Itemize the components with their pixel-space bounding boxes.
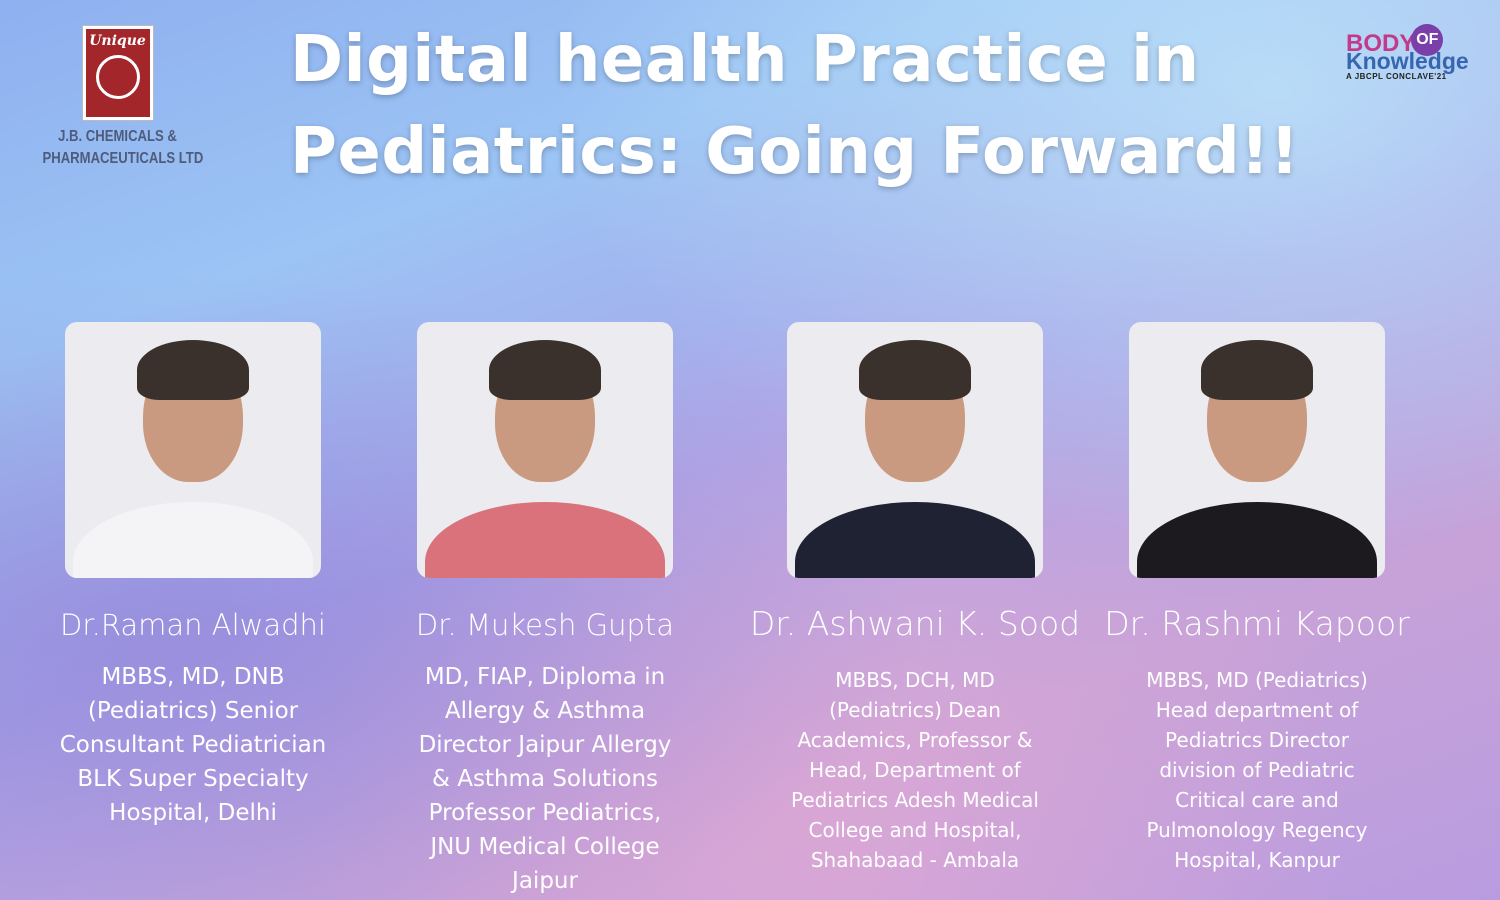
body-of-knowledge-logo: BODYOF Knowledge A JBCPL CONCLAVE'21 bbox=[1346, 23, 1476, 81]
speaker-name: Dr.Raman Alwadhi bbox=[60, 608, 326, 642]
logo-knowledge: Knowledge bbox=[1346, 48, 1469, 74]
speaker-photo bbox=[787, 322, 1043, 578]
title-line2: Pediatrics: Going Forward!! bbox=[290, 115, 1300, 189]
credential-line: Pulmonology Regency bbox=[1146, 818, 1368, 842]
speaker-credentials: MBBS, DCH, MD (Pediatrics) Dean Academics,… bbox=[715, 665, 1115, 875]
credential-line: MD, FIAP, Diploma in bbox=[424, 664, 666, 690]
credential-line: Head, Department of bbox=[809, 758, 1021, 782]
credential-line: Academics, Professor & bbox=[797, 728, 1033, 752]
speaker-credentials: MD, FIAP, Diploma in Allergy & Asthma Dire… bbox=[345, 660, 745, 898]
speaker-card: Dr. Mukesh Gupta MD, FIAP, Diploma in Alle… bbox=[345, 322, 745, 898]
company-name-line2: PHARMACEUTICALS LTD bbox=[42, 150, 204, 167]
credential-line: & Asthma Solutions bbox=[431, 766, 659, 792]
speaker-card: Dr.Raman Alwadhi MBBS, MD, DNB (Pediatrics… bbox=[0, 322, 393, 830]
credential-line: Head department of bbox=[1155, 698, 1359, 722]
speaker-card: Dr. Rashmi Kapoor MBBS, MD (Pediatrics) He… bbox=[1057, 322, 1457, 875]
credential-line: (Pediatrics) Dean bbox=[829, 698, 1001, 722]
credential-line: Critical care and bbox=[1175, 788, 1339, 812]
credential-line: Shahabaad - Ambala bbox=[810, 848, 1020, 872]
company-name-line1: J.B. CHEMICALS & bbox=[58, 128, 177, 145]
credential-line: Pediatrics Director bbox=[1165, 728, 1349, 752]
speaker-photo bbox=[65, 322, 321, 578]
unique-badge: Unique bbox=[81, 25, 154, 121]
credential-line: College and Hospital, bbox=[808, 818, 1022, 842]
credential-line: MBBS, MD (Pediatrics) bbox=[1146, 668, 1368, 692]
credential-line: Consultant Pediatrician bbox=[59, 732, 327, 758]
credential-line: division of Pediatric bbox=[1159, 758, 1355, 782]
credential-line: JNU Medical College bbox=[430, 834, 660, 860]
credential-line: Director Jaipur Allergy bbox=[418, 732, 672, 758]
speaker-credentials: MBBS, MD (Pediatrics) Head department of P… bbox=[1057, 665, 1457, 875]
logo-conclave: A JBCPL CONCLAVE'21 bbox=[1346, 72, 1447, 81]
speaker-card: Dr. Ashwani K. Sood MBBS, DCH, MD (Pediatr… bbox=[715, 322, 1115, 875]
credential-line: Professor Pediatrics, bbox=[428, 800, 662, 826]
title-line1: Digital health Practice in bbox=[290, 23, 1200, 97]
logo-of: OF bbox=[1411, 23, 1444, 56]
credential-line: Allergy & Asthma bbox=[444, 698, 646, 724]
credential-line: MBBS, DCH, MD bbox=[835, 668, 995, 692]
credential-line: (Pediatrics) Senior bbox=[87, 698, 299, 724]
speaker-name: Dr. Rashmi Kapoor bbox=[1104, 604, 1410, 643]
logo-body: BODY bbox=[1346, 30, 1416, 57]
credential-line: Hospital, Delhi bbox=[109, 800, 277, 826]
credential-line: MBBS, MD, DNB bbox=[101, 664, 285, 690]
page-title: Digital health Practice in Pediatrics: G… bbox=[290, 14, 1300, 198]
credential-line: Jaipur bbox=[512, 868, 578, 894]
speaker-name: Dr. Mukesh Gupta bbox=[415, 608, 675, 642]
credential-line: Hospital, Kanpur bbox=[1174, 848, 1340, 872]
credential-line: BLK Super Specialty bbox=[77, 766, 309, 792]
jb-chemicals-logo: Unique J.B. CHEMICALS & PHARMACEUTICALS L… bbox=[40, 25, 204, 170]
speaker-name: Dr. Ashwani K. Sood bbox=[749, 604, 1081, 643]
speaker-photo bbox=[1129, 322, 1385, 578]
speaker-credentials: MBBS, MD, DNB (Pediatrics) Senior Consulta… bbox=[0, 660, 393, 830]
speaker-photo bbox=[417, 322, 673, 578]
credential-line: Pediatrics Adesh Medical bbox=[791, 788, 1039, 812]
